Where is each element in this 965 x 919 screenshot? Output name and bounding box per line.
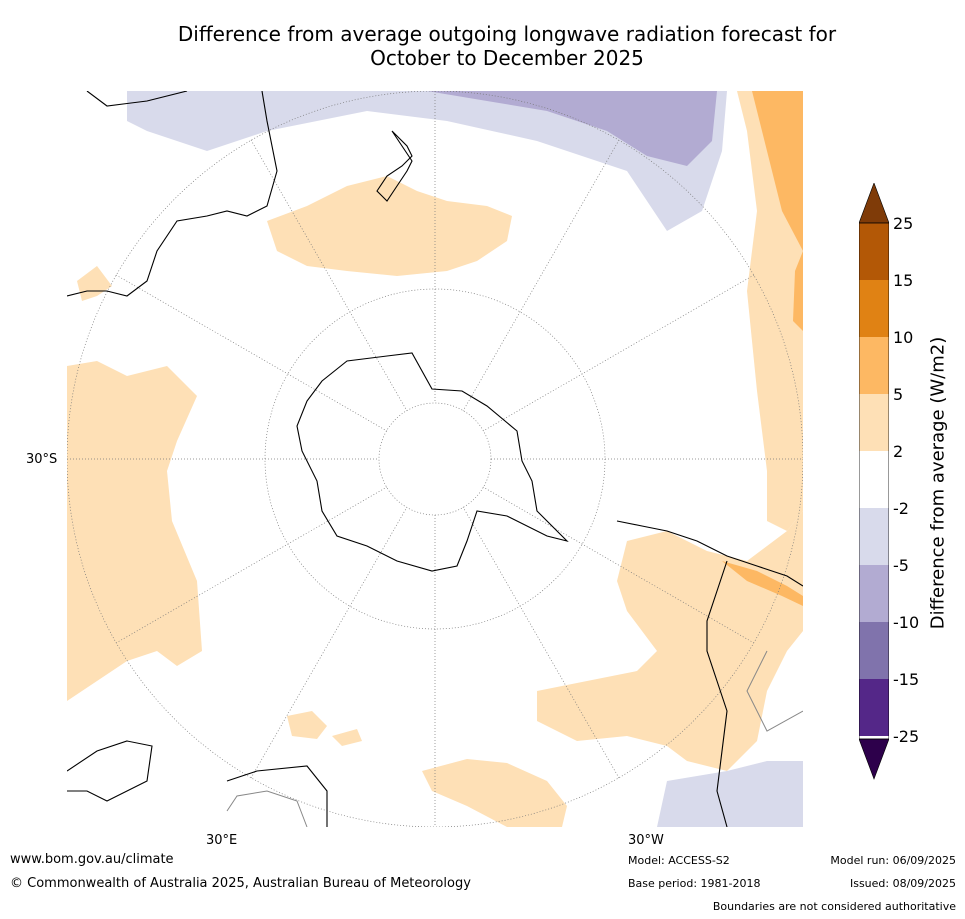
south-america-coast xyxy=(616,520,803,827)
fill-lavender-south xyxy=(657,761,803,827)
antarctica-coast xyxy=(296,352,569,572)
colorbar-tick-m10: -10 xyxy=(893,613,920,632)
colorbar-tick-m2: -2 xyxy=(893,499,909,518)
fill-lavender-north xyxy=(127,91,727,231)
footer-copyright: © Commonwealth of Australia 2025, Austra… xyxy=(10,876,471,891)
fill-purple-north xyxy=(427,91,717,166)
colorbar-tick-m25: -25 xyxy=(893,727,920,746)
polar-map xyxy=(67,91,803,827)
fill-orange-west xyxy=(67,361,202,701)
colorbar-2-5 xyxy=(859,394,889,451)
fill-orange-small2 xyxy=(332,729,362,746)
fill-darkorange-andes xyxy=(722,561,803,606)
lat-label-30s: 30°S xyxy=(26,452,58,467)
title-line-2: October to December 2025 xyxy=(370,46,644,70)
fill-darkorange-east2 xyxy=(793,251,803,331)
fill-orange-east-mid xyxy=(767,471,803,531)
anomaly-fills xyxy=(67,91,803,827)
borders xyxy=(226,650,803,827)
colorbar-neutral xyxy=(859,451,889,508)
chart-title: Difference from average outgoing longwav… xyxy=(67,22,947,70)
lon-label-30w: 30°W xyxy=(628,833,664,848)
colorbar-under xyxy=(859,738,889,780)
colorbar-m10-m5 xyxy=(859,565,889,622)
coastlines xyxy=(67,91,803,827)
footer-model-run: Model run: 06/09/2025 xyxy=(830,854,956,867)
colorbar-tick-25: 25 xyxy=(893,214,914,233)
colorbar-15-25 xyxy=(859,223,889,280)
colorbar-m5-m2 xyxy=(859,508,889,565)
colorbar xyxy=(859,183,889,780)
colorbar-10-15 xyxy=(859,280,889,337)
fill-orange-south xyxy=(422,759,567,827)
colorbar-m25-m15 xyxy=(859,679,889,736)
footer-issued: Issued: 08/09/2025 xyxy=(849,877,956,890)
fill-orange-samerica xyxy=(537,511,803,771)
lat-circle-inner xyxy=(378,402,492,516)
colorbar-tick-2: 2 xyxy=(893,442,904,461)
fill-darkorange-east xyxy=(752,91,803,251)
colorbar-over xyxy=(859,183,889,224)
footer-base-period: Base period: 1981-2018 xyxy=(628,877,761,890)
fill-orange-west-small xyxy=(77,266,112,301)
fill-orange-small1 xyxy=(287,711,327,739)
colorbar-tick-m15: -15 xyxy=(893,670,920,689)
africa-coast xyxy=(67,740,328,827)
footer-website: www.bom.gov.au/climate xyxy=(10,852,174,867)
colorbar-tick-15: 15 xyxy=(893,271,914,290)
graticule xyxy=(67,91,803,827)
colorbar-m15-m10 xyxy=(859,622,889,679)
australia-coast xyxy=(67,91,278,297)
colorbar-tick-5: 5 xyxy=(893,385,904,404)
colorbar-5-10 xyxy=(859,337,889,394)
footer-disclaimer: Boundaries are not considered authoritat… xyxy=(712,900,956,913)
fill-orange-nz xyxy=(267,176,512,276)
title-line-1: Difference from average outgoing longwav… xyxy=(177,22,837,46)
footer-model: Model: ACCESS-S2 xyxy=(628,854,730,867)
new-zealand-coast xyxy=(376,130,413,202)
lon-label-30e: 30°E xyxy=(206,833,238,848)
colorbar-tick-m5: -5 xyxy=(893,556,909,575)
colorbar-tick-10: 10 xyxy=(893,328,914,347)
colorbar-label: Difference from average (W/m2) xyxy=(927,336,949,630)
